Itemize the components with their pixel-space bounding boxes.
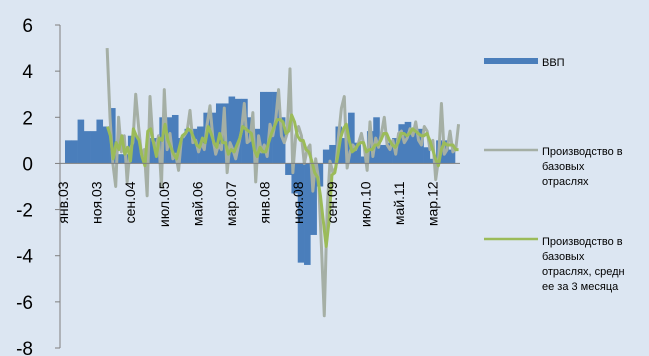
gdp-bar [348,112,355,164]
gdp-bar [83,131,91,164]
gdp-bar [115,154,122,164]
axes [55,24,460,349]
production-3m-avg-line [106,113,459,248]
gdp-bar [190,128,198,164]
production-line [105,48,461,318]
x-tick-label: ноя.08 [290,181,306,224]
legend-production-line-3: отраслях [542,176,589,188]
gdp-bar [184,128,192,164]
x-tick-label: июл.05 [156,181,172,227]
gdp-bar [316,163,324,187]
y-tick-label: -8 [16,339,33,356]
gdp-bar [360,156,368,164]
gdp-bar [134,135,141,164]
gdp-bar [272,91,280,164]
legend-production-3m-line-3: отраслях, средн [542,266,625,278]
legend-label-gdp: ВВП [542,57,565,69]
x-tick-label: сен.09 [324,181,340,223]
legend-label-production: Производство в базовых отраслях [542,146,626,188]
gdp-bar [297,163,305,263]
gdp-bar [291,163,299,194]
legend-production-line-1: Производство в [542,146,623,158]
legend: ВВП Производство в базовых отраслях Прои… [484,57,628,293]
gdp-bar [90,131,97,164]
gdp-bar [96,119,104,164]
gdp-bar [448,149,456,164]
gdp-bar [260,91,267,164]
gdp-bar [423,147,431,164]
x-tick-label: янв.03 [55,181,71,223]
y-tick-label: 0 [22,154,33,175]
gdp-bar [398,124,405,164]
legend-production-3m-line-4: ее за 3 месяца [542,281,619,293]
x-tick-label: мар.07 [223,181,239,226]
x-tick-label: янв.08 [257,181,273,223]
gdp-bar [410,128,418,164]
y-tick-label: 2 [22,108,33,129]
x-tick-label: ноя.03 [89,181,105,224]
gdp-bar [146,138,154,164]
y-tick-label: 6 [22,16,33,37]
gdp-bar [379,144,387,164]
gdp-bar [310,163,317,235]
gdp-bar [77,119,85,164]
y-tick-label: -2 [16,201,33,222]
y-tick-label: -4 [16,247,33,268]
legend-production-line-2: базовых [542,161,585,173]
x-tick-label: май.11 [391,181,407,225]
series-lines [105,48,461,318]
gdp-bar [234,98,242,164]
legend-label-production-3m: Производство в базовых отраслях, средн е… [542,236,628,293]
gdp-bar [329,144,336,164]
x-tick-label: май.06 [189,181,205,226]
y-tick-label: 4 [22,62,33,83]
legend-production-3m-line-2: базовых [542,251,585,263]
legend-swatch-gdp [484,58,538,64]
y-axis-ticks: 6 4 2 0 -2 -4 -6 -8 [16,16,33,356]
gdp-bar [366,131,374,164]
gdp-bar [102,126,110,164]
legend-production-3m-line-1: Производство в [542,236,623,248]
x-tick-label: июл.10 [357,181,373,227]
gdp-bar [304,163,311,265]
gdp-bar [354,142,361,164]
gdp-bar [171,114,179,164]
gdp-bar [385,142,393,164]
gdp-bar [404,121,412,164]
x-tick-label: сен.04 [122,181,138,223]
gdp-bar [241,98,248,164]
gdp-bar [322,149,330,164]
x-tick-label: мар.12 [425,181,441,226]
gdp-bar [285,163,292,175]
x-axis-tick-labels: янв.03 ноя.03 сен.04 июл.05 май.06 мар.07 янв.… [55,181,441,227]
y-tick-label: -6 [16,293,33,314]
gdp-bar [65,140,72,164]
gdp-bar [71,140,78,164]
gdp-bars [65,91,456,265]
gdp-bar [228,96,236,164]
